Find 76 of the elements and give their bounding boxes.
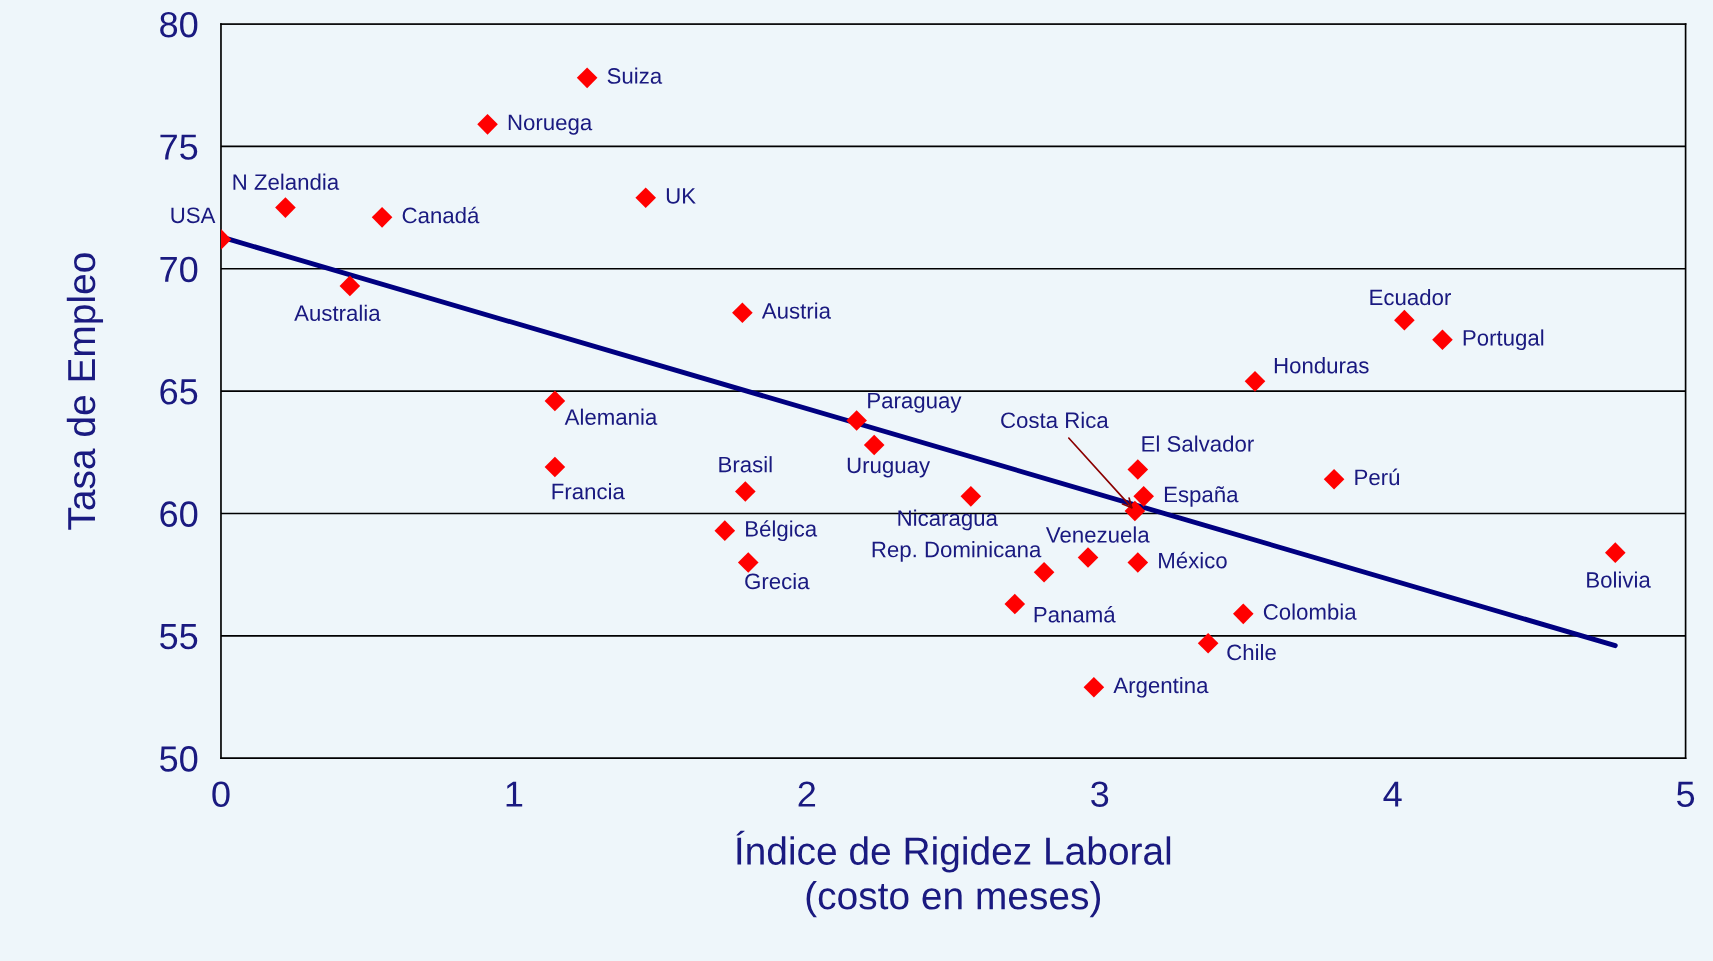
point xyxy=(714,520,736,541)
point xyxy=(1077,547,1099,568)
x-tick-label: 4 xyxy=(1383,781,1402,807)
annotation: Rep. Dominicana xyxy=(872,541,1042,562)
point xyxy=(1127,459,1149,480)
annotation: Noruega xyxy=(508,114,593,135)
x-tick-label: 2 xyxy=(798,781,816,807)
point xyxy=(1124,500,1146,522)
annotation: Australia xyxy=(294,304,381,322)
y-tick-label: 80 xyxy=(160,11,198,38)
point xyxy=(275,197,296,218)
annotation: España xyxy=(1164,486,1239,507)
annotation: Honduras xyxy=(1274,357,1369,374)
y-tick-label: 75 xyxy=(160,134,198,160)
point xyxy=(1033,561,1055,583)
x-axis-title: Índice de Rigidez Laboral (costo en meses) xyxy=(736,830,1171,918)
annotation: Panamá xyxy=(1034,605,1116,623)
point xyxy=(737,552,759,573)
annotation: Costa Rica xyxy=(1001,411,1109,429)
annotation: Bolivia xyxy=(1587,571,1651,588)
point xyxy=(544,456,566,478)
point xyxy=(1197,632,1219,654)
y-tick-label: 55 xyxy=(160,624,198,650)
point xyxy=(1083,676,1105,698)
point xyxy=(477,114,498,135)
point xyxy=(576,67,598,89)
y-tick-label: 70 xyxy=(160,256,198,283)
point xyxy=(732,302,753,324)
annotation: Venezuela xyxy=(1045,526,1150,543)
point xyxy=(1232,603,1254,625)
point xyxy=(1133,486,1154,507)
point xyxy=(1432,329,1453,351)
x-tick-label: 1 xyxy=(506,781,523,807)
annotation: México xyxy=(1159,551,1227,569)
y-axis-title: Tasa de Empleo xyxy=(66,253,104,530)
point xyxy=(544,390,566,412)
annotation: Perú xyxy=(1355,468,1400,486)
point xyxy=(735,481,756,502)
point xyxy=(1004,593,1026,615)
annotation: Francia xyxy=(552,483,625,500)
annotation: Paraguay xyxy=(868,392,962,413)
x-tick-label: 0 xyxy=(212,781,230,807)
y-tick-label: 50 xyxy=(160,746,198,772)
annotation: Alemania xyxy=(564,408,658,425)
point xyxy=(1244,371,1266,392)
annotation: Grecia xyxy=(745,572,810,590)
annotation: N Zelandia xyxy=(233,173,340,190)
point xyxy=(1127,552,1149,573)
annotation: Colombia xyxy=(1263,603,1357,620)
point xyxy=(846,410,867,431)
annotation: Argentina xyxy=(1113,676,1209,698)
annotation: Brasil xyxy=(719,456,772,473)
point xyxy=(960,486,982,507)
annotation: UK xyxy=(666,188,696,204)
annotation: Portugal xyxy=(1463,329,1544,351)
point xyxy=(635,187,657,209)
point xyxy=(863,434,885,456)
x-tick-label: 3 xyxy=(1091,781,1109,807)
y-tick-label: 60 xyxy=(160,501,198,527)
annotation: Uruguay xyxy=(847,457,931,478)
annotation: El Salvador xyxy=(1142,435,1254,452)
annotation: Suiza xyxy=(607,67,663,84)
point xyxy=(1604,542,1626,563)
point xyxy=(1394,309,1415,331)
point xyxy=(339,275,361,297)
y-tick-label: 65 xyxy=(160,379,198,405)
point xyxy=(1323,468,1345,490)
x-tick-label: 5 xyxy=(1677,781,1695,807)
annotation: USA xyxy=(171,207,216,224)
annotation: Bélgica xyxy=(746,520,818,542)
annotation: Nicaragua xyxy=(898,509,998,531)
annotation: Canadá xyxy=(402,206,480,224)
point xyxy=(371,207,393,228)
annotation: Chile xyxy=(1227,643,1276,661)
annotation: Ecuador xyxy=(1370,288,1451,306)
annotation: Austria xyxy=(761,302,831,319)
